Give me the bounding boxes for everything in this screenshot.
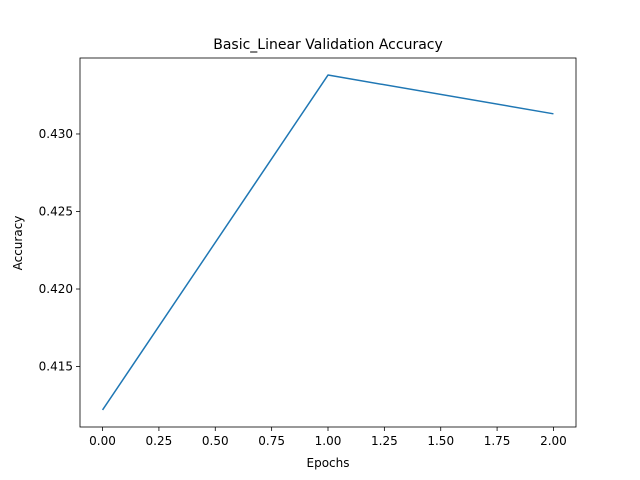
y-tick-label: 0.425 [39,204,73,218]
x-tick-label: 0.00 [89,434,116,448]
y-tick-label: 0.415 [39,360,73,374]
x-tick-label: 1.75 [484,434,511,448]
x-tick-label: 1.50 [427,434,454,448]
x-axis-ticks: 0.00 0.25 0.50 0.75 1.00 1.25 1.50 1.75 2.00 [89,427,567,448]
y-tick-label: 0.430 [39,127,73,141]
x-tick-label: 1.25 [371,434,398,448]
x-tick-label: 2.00 [540,434,567,448]
y-axis-ticks: 0.415 0.420 0.425 0.430 [39,127,80,374]
y-axis-title: Accuracy [11,216,25,271]
x-tick-label: 1.00 [315,434,342,448]
x-tick-label: 0.25 [146,434,173,448]
series-line-0 [101,74,554,411]
x-tick-label: 0.50 [202,434,229,448]
x-axis-title: Epochs [307,456,350,470]
x-tick-label: 0.75 [258,434,285,448]
chart-title: Basic_Linear Validation Accuracy [213,37,443,53]
y-tick-label: 0.420 [39,282,73,296]
